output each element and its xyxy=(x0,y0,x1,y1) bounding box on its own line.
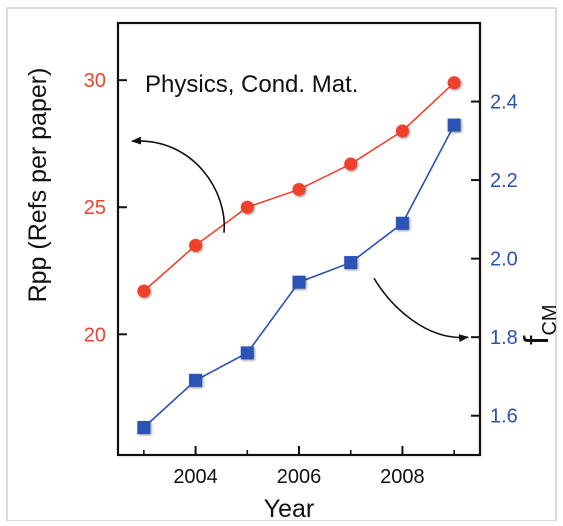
y-left-tick-label: 20 xyxy=(84,324,106,346)
arrows-layer xyxy=(131,136,469,343)
y-right-tick-label: 1.6 xyxy=(490,406,518,428)
y-left-tick-label: 25 xyxy=(84,197,106,219)
x-tick-label: 2006 xyxy=(277,466,322,488)
x-tick-label: 2008 xyxy=(380,466,425,488)
y-left-tick-label: 30 xyxy=(84,70,106,92)
arrow-to-left-axis xyxy=(131,136,226,233)
data-point-left xyxy=(447,76,461,90)
data-point-right xyxy=(395,216,409,230)
y-right-tick-label: 2.2 xyxy=(490,170,518,192)
x-tick-label: 2004 xyxy=(173,466,218,488)
y-right-axis-label-subscript: CM xyxy=(539,304,561,335)
data-point-left xyxy=(137,284,151,298)
data-point-left xyxy=(395,124,409,138)
data-point-left xyxy=(240,200,254,214)
data-point-right xyxy=(240,346,254,360)
data-point-right xyxy=(447,118,461,132)
x-axis-label: Year xyxy=(264,495,315,521)
y-right-tick-label: 1.8 xyxy=(490,327,518,349)
y-right-tick-label: 2.0 xyxy=(490,249,518,271)
series-layer xyxy=(137,76,461,435)
data-point-right xyxy=(292,275,306,289)
y-right-tick-label: 2.4 xyxy=(490,92,518,114)
data-point-left xyxy=(344,157,358,171)
data-point-right xyxy=(189,373,203,387)
data-point-left xyxy=(189,238,203,252)
y-right-axis-label: fCM xyxy=(518,304,561,345)
data-point-right xyxy=(344,256,358,270)
data-point-right xyxy=(137,421,151,435)
data-point-left xyxy=(292,182,306,196)
y-right-axis-label-main: f xyxy=(518,335,556,345)
chart-annotation: Physics, Cond. Mat. xyxy=(145,71,358,98)
plot-area xyxy=(116,21,482,457)
arrow-to-right-axis xyxy=(373,277,469,343)
y-left-axis-label: Rpp (Refs per paper) xyxy=(24,68,52,303)
axes-layer: 2004 2006 2008 20 25 30 1.6 1.8 2.0 2.2 2.4 xyxy=(84,70,518,488)
